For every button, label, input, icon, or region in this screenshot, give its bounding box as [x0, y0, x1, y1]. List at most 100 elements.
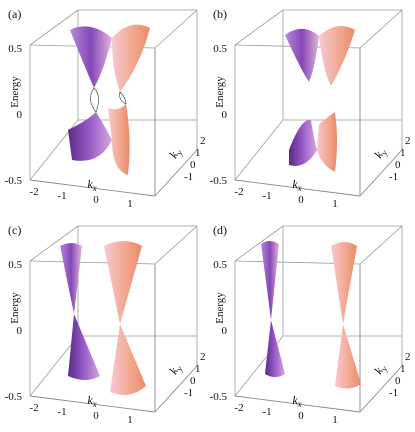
kx-axis-subscript: x	[297, 399, 302, 409]
kx-tick-label: 1	[127, 198, 133, 210]
ky-axis-label: ky	[371, 145, 390, 161]
upper-band-right	[112, 24, 150, 93]
kx-tick-label: 0	[93, 410, 99, 422]
ky-tick-label: 1	[195, 363, 201, 375]
kx-tick-label: -2	[234, 186, 243, 198]
ky-axis-label: ky	[371, 361, 390, 377]
panel-label: (a)	[8, 7, 21, 21]
energy-tick-label: 0.5	[8, 259, 22, 271]
ky-tick-label: 1	[400, 363, 406, 375]
lower-band-left	[289, 119, 317, 166]
energy-tick-label: -0.5	[210, 175, 228, 187]
band-gap	[90, 87, 99, 113]
box-edge	[234, 225, 284, 262]
lower-band-left	[68, 112, 112, 161]
kx-axis-label: kx	[292, 393, 301, 409]
upper-band-left	[70, 26, 112, 88]
dirac-cone-left-lower	[265, 320, 285, 377]
lower-band-right	[317, 112, 337, 172]
energy-tick-label: 0	[17, 109, 23, 121]
box-edge	[359, 225, 403, 265]
box-edge	[29, 179, 156, 197]
band-surface	[261, 241, 361, 389]
kx-tick-label: -2	[29, 186, 38, 198]
band-surface	[60, 241, 146, 395]
energy-tick-label: 0	[17, 325, 23, 337]
energy-axis-label: Energy	[214, 292, 226, 324]
ky-tick-label: 0	[190, 159, 196, 171]
dirac-cone-left-upper	[60, 243, 82, 314]
energy-tick-label: -0.5	[5, 175, 23, 187]
energy-tick-label: 0.5	[213, 43, 227, 55]
energy-axis-label: Energy	[214, 76, 226, 108]
kx-axis-subscript: x	[297, 183, 302, 193]
ky-axis-label: ky	[166, 361, 185, 377]
lower-band-right	[108, 104, 130, 175]
ky-tick-label: -1	[184, 171, 193, 183]
ky-tick-label: -1	[389, 171, 398, 183]
energy-tick-label: 0.5	[8, 43, 22, 55]
kx-tick-label: -2	[29, 402, 38, 414]
box-edge	[234, 119, 284, 181]
kx-axis-subscript: x	[92, 399, 97, 409]
energy-tick-label: 0	[222, 325, 228, 337]
energy-axis-label: Energy	[9, 76, 21, 108]
upper-band-right	[319, 26, 355, 86]
ky-tick-label: 1	[195, 147, 201, 159]
box-edge	[234, 179, 361, 197]
ky-axis-subscript: y	[174, 148, 185, 157]
kx-tick-label: -1	[57, 190, 66, 202]
upper-band-left	[285, 28, 319, 82]
kx-tick-label: 1	[127, 414, 133, 426]
box-edge	[29, 395, 156, 413]
kx-tick-label: -1	[262, 406, 271, 418]
band-surface	[68, 24, 150, 175]
box-edge	[359, 149, 403, 197]
ky-tick-label: 2	[405, 135, 411, 147]
bounding-box	[234, 9, 403, 197]
kx-tick-label: 0	[298, 410, 304, 422]
panel-label: (c)	[8, 223, 21, 237]
bounding-box	[29, 9, 198, 197]
box-edge	[359, 365, 403, 413]
kx-tick-label: -2	[234, 402, 243, 414]
band-surface	[285, 26, 355, 172]
kx-tick-label: 0	[298, 194, 304, 206]
dirac-cone-left-upper	[261, 241, 279, 320]
box-edge	[154, 149, 198, 197]
kx-tick-label: 1	[332, 414, 338, 426]
box-edge	[234, 9, 284, 46]
energy-tick-label: -0.5	[210, 391, 228, 403]
kx-tick-label: -1	[262, 190, 271, 202]
energy-tick-label: -0.5	[5, 391, 23, 403]
band-gap	[119, 91, 127, 105]
ky-axis-label: ky	[166, 145, 185, 161]
box-edge	[154, 365, 198, 413]
energy-tick-label: 0	[222, 109, 228, 121]
dirac-cone-right-lower	[335, 324, 361, 389]
ky-tick-label: -1	[184, 387, 193, 399]
ky-tick-label: 0	[395, 159, 401, 171]
bounding-box	[234, 225, 403, 413]
kx-tick-label: 0	[93, 194, 99, 206]
box-edge	[29, 9, 79, 46]
kx-axis-subscript: x	[92, 183, 97, 193]
dirac-cone-right-lower	[110, 324, 146, 395]
box-edge	[359, 9, 403, 49]
ky-axis-subscript: y	[379, 148, 390, 157]
ky-axis-subscript: y	[174, 364, 185, 373]
energy-axis-label: Energy	[9, 292, 21, 324]
kx-tick-label: -1	[57, 406, 66, 418]
kx-axis-label: kx	[87, 177, 96, 193]
box-edge	[29, 335, 79, 397]
box-edge	[234, 395, 361, 413]
ky-tick-label: -1	[389, 387, 398, 399]
box-edge	[154, 9, 198, 49]
panel-label: (d)	[213, 223, 227, 237]
ky-tick-label: 1	[400, 147, 406, 159]
dirac-cone-left-lower	[68, 314, 100, 380]
